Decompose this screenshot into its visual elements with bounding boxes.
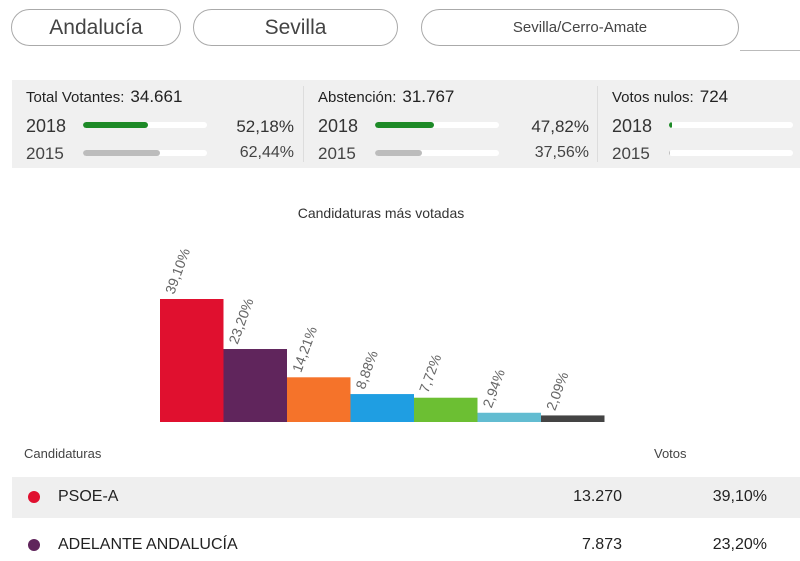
bar-2015-fill [375, 150, 422, 156]
bar-label-3: 8,88% [352, 348, 381, 391]
stat-value: 31.767 [402, 87, 455, 106]
party-pct: 23,20% [712, 536, 767, 553]
stat-value: 724 [699, 87, 729, 106]
bar-2015 [375, 150, 499, 156]
party-name: PSOE-A [58, 488, 119, 505]
bar-1 [223, 349, 287, 422]
bar-2 [287, 377, 351, 422]
bar-2015-fill [669, 150, 671, 156]
district-selector[interactable]: Sevilla/Cerro-Amate [421, 9, 739, 46]
bar-2015 [669, 150, 793, 156]
stat-abstention: Abstención: 31.767 2018 47,82% 2015 37,56… [304, 80, 597, 168]
col-candidaturas: Candidaturas [24, 446, 102, 461]
pct-2018: 52,18% [236, 117, 294, 136]
bar-2015 [83, 150, 207, 156]
results-bar-chart: 39,10% 23,20% 14,21% 8,88% 7,72% 2,94% 2,09% [160, 246, 605, 422]
stat-label: Total Votantes: [26, 89, 125, 106]
bar-2018 [669, 122, 793, 128]
province-selector[interactable]: Sevilla [193, 9, 398, 46]
divider [740, 50, 800, 51]
chart-title: Candidaturas más votadas [297, 205, 465, 221]
party-votes: 7.873 [581, 536, 622, 553]
bar-2018 [375, 122, 499, 128]
pct-2018: 47,82% [531, 117, 589, 136]
pct-2015: 37,56% [534, 144, 589, 161]
bar-2018-fill [669, 122, 672, 128]
year-2015-label: 2015 [612, 144, 650, 163]
col-votos: Votos [654, 446, 687, 461]
divider [303, 86, 304, 162]
region-selector[interactable]: Andalucía [11, 9, 181, 46]
party-pct: 39,10% [712, 488, 767, 505]
year-2015-label: 2015 [26, 144, 64, 163]
bar-0 [160, 299, 224, 422]
bar-5 [477, 412, 541, 422]
table-row[interactable]: PSOE-A 13.270 39,10% [12, 477, 800, 518]
party-votes: 13.270 [573, 488, 622, 505]
bar-label-2: 14,21% [289, 324, 320, 374]
year-2018-label: 2018 [612, 116, 653, 136]
bar-label-0: 39,10% [162, 246, 193, 296]
stat-null-votes: Votos nulos: 724 2018 2015 [598, 80, 800, 168]
selector-bar: Andalucía Sevilla Sevilla/Cerro-Amate [0, 0, 800, 64]
pct-2015: 62,44% [239, 144, 294, 161]
party-name: ADELANTE ANDALUCÍA [58, 536, 238, 553]
bar-label-4: 7,72% [416, 352, 445, 395]
year-2015-label: 2015 [318, 144, 356, 163]
bar-label-1: 23,20% [225, 296, 256, 346]
stat-total-voters: Total Votantes: 34.661 2018 52,18% 2015 6… [12, 80, 302, 168]
bar-2018-fill [83, 122, 148, 128]
stats-panel: Total Votantes: 34.661 2018 52,18% 2015 6… [12, 80, 800, 168]
stat-label: Abstención: [318, 89, 397, 106]
year-2018-label: 2018 [26, 116, 67, 136]
divider [597, 86, 598, 162]
bar-2015-fill [83, 150, 161, 156]
party-color-dot [28, 539, 40, 551]
bar-label-6: 2,09% [543, 370, 572, 413]
bar-4 [414, 397, 478, 422]
bar-2018-fill [375, 122, 435, 128]
party-color-dot [28, 491, 40, 503]
table-row[interactable]: ADELANTE ANDALUCÍA 7.873 23,20% [12, 525, 800, 561]
stat-value: 34.661 [130, 87, 183, 106]
bar-label-5: 2,94% [479, 367, 508, 410]
year-2018-label: 2018 [318, 116, 359, 136]
stat-label: Votos nulos: [612, 89, 694, 106]
bar-3 [350, 394, 414, 422]
table-header: Candidaturas Votos [0, 446, 800, 466]
bar-2018 [83, 122, 207, 128]
bar-6 [541, 415, 605, 422]
